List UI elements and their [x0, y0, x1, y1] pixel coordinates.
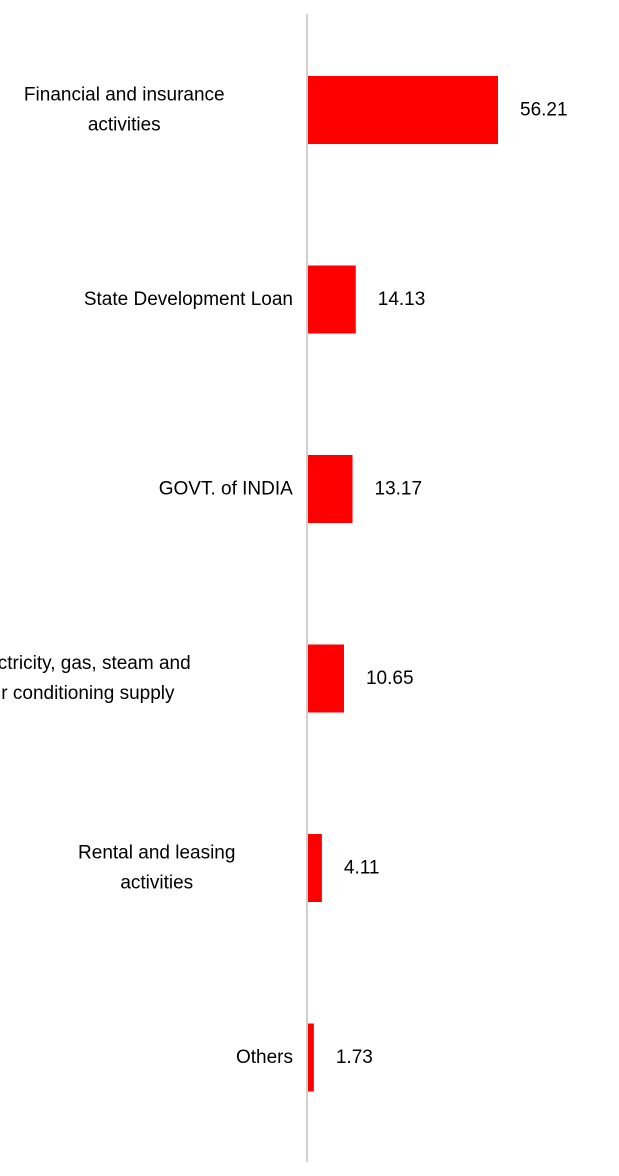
category-label: Rental and leasing activities: [78, 843, 235, 894]
value-label: 13.17: [375, 479, 423, 500]
bar: [308, 834, 322, 902]
category-label: State Development Loan: [84, 289, 293, 310]
bar: [308, 644, 344, 713]
category-label: Financial and insurance activities: [24, 85, 225, 136]
value-labels: 56.21 14.13 13.17 10.65 4.11 1.73: [336, 100, 568, 1069]
bar: [308, 265, 356, 334]
value-label: 10.65: [366, 668, 414, 689]
category-label: Others: [236, 1047, 293, 1068]
bar-group: [308, 76, 498, 1092]
value-label: 1.73: [336, 1047, 373, 1068]
category-labels: Financial and insurance activities State D…: [0, 85, 293, 1069]
category-label: GOVT. of INDIA: [159, 479, 293, 500]
bar: [308, 455, 353, 523]
bar: [308, 76, 498, 144]
bar: [308, 1023, 314, 1092]
value-label: 56.21: [520, 100, 568, 121]
value-label: 4.11: [344, 858, 380, 879]
value-label: 14.13: [378, 289, 426, 310]
